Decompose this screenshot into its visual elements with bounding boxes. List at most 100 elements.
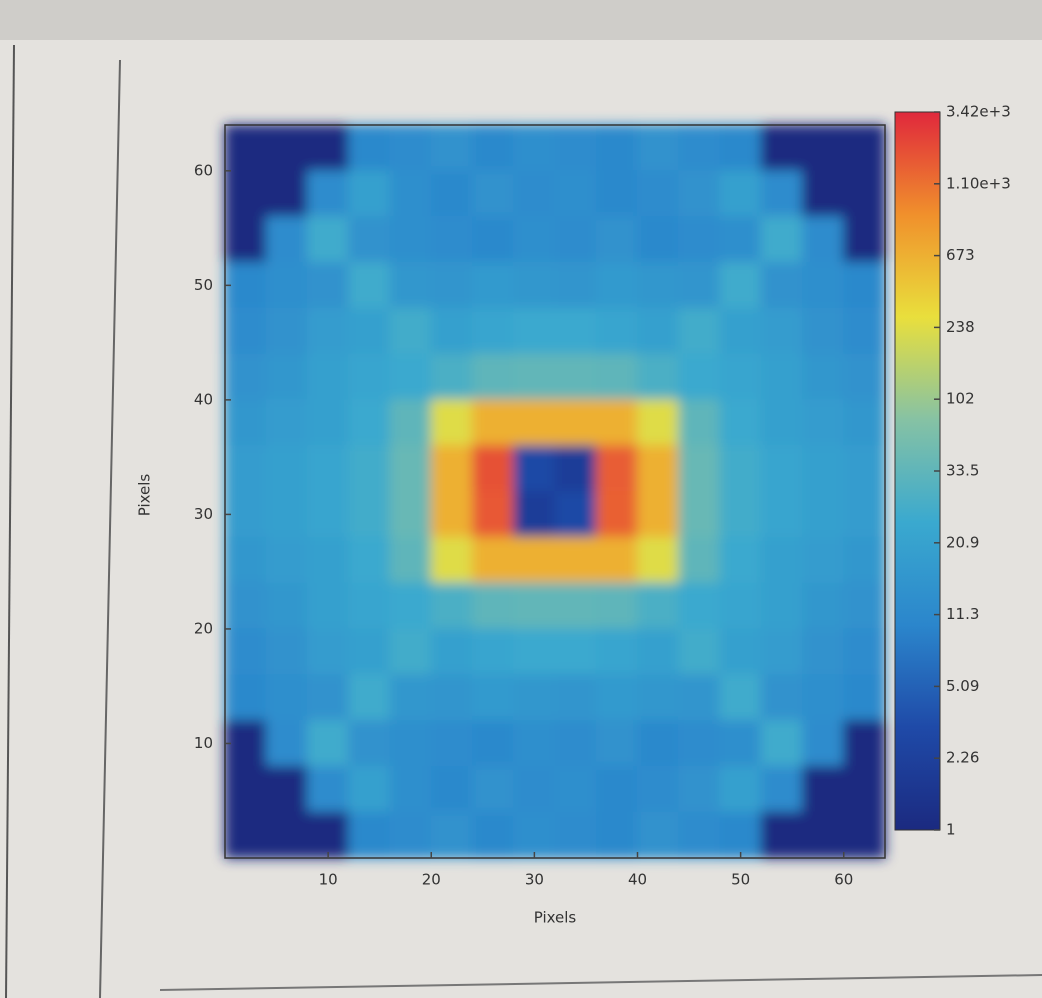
heatmap-cell — [678, 445, 720, 492]
heatmap-cell — [843, 445, 885, 492]
heatmap-cell — [637, 308, 679, 355]
heatmap-cell — [843, 720, 885, 767]
heatmap-cell — [555, 445, 597, 492]
x-tick-label: 50 — [731, 871, 750, 889]
heatmap-cell — [390, 766, 432, 813]
heatmap-cell — [843, 399, 885, 446]
heatmap-cell — [678, 812, 720, 859]
colorbar-tick-label: 102 — [946, 390, 975, 408]
heatmap-cell — [802, 216, 844, 263]
heatmap-cell — [390, 445, 432, 492]
colorbar-tick-label: 20.9 — [946, 533, 979, 551]
heatmap-cell — [307, 720, 349, 767]
heatmap-cell — [390, 125, 432, 172]
heatmap-cell — [678, 308, 720, 355]
heatmap-cell — [843, 491, 885, 538]
heatmap-cell — [225, 354, 267, 401]
heatmap-cell — [513, 674, 555, 721]
heatmap-cell — [513, 491, 555, 538]
heatmap-cell — [348, 720, 390, 767]
heatmap-cell — [720, 262, 762, 309]
heatmap-cell — [596, 262, 638, 309]
heatmap-cell — [637, 354, 679, 401]
heatmap-cell — [431, 537, 473, 584]
heatmap-cell — [225, 628, 267, 675]
heatmap-cell — [720, 445, 762, 492]
heatmap-cell — [472, 170, 514, 217]
heatmap-cell — [802, 628, 844, 675]
heatmap-cell — [348, 308, 390, 355]
heatmap-cell — [761, 262, 803, 309]
heatmap-cell — [472, 216, 514, 263]
heatmap-cell — [802, 812, 844, 859]
heatmap-cell — [843, 125, 885, 172]
heatmap-cell — [637, 491, 679, 538]
heatmap-cell — [348, 445, 390, 492]
colorbar-tick-label: 2.26 — [946, 749, 979, 767]
heatmap-cell — [513, 262, 555, 309]
heatmap-cell — [266, 125, 308, 172]
heatmap-cell — [720, 766, 762, 813]
heatmap-cell — [761, 720, 803, 767]
heatmap-cell — [513, 445, 555, 492]
heatmap-cell — [802, 720, 844, 767]
colorbar-tick-label: 5.09 — [946, 677, 979, 695]
heatmap-cell — [307, 583, 349, 630]
y-tick-label: 50 — [194, 276, 213, 294]
heatmap-cell — [348, 537, 390, 584]
heatmap-cell — [266, 583, 308, 630]
heatmap-cell — [307, 170, 349, 217]
heatmap-cell — [431, 216, 473, 263]
x-tick-label: 40 — [628, 871, 647, 889]
heatmap-cell — [843, 262, 885, 309]
heatmap-cell — [761, 170, 803, 217]
heatmap-cell — [555, 812, 597, 859]
heatmap-cell — [596, 216, 638, 263]
heatmap-cell — [637, 399, 679, 446]
heatmap-cell — [390, 583, 432, 630]
y-tick-label: 60 — [194, 161, 213, 179]
heatmap-cell — [307, 445, 349, 492]
heatmap-cell — [678, 628, 720, 675]
x-tick-label: 20 — [422, 871, 441, 889]
heatmap-cell — [761, 537, 803, 584]
heatmap-cell — [431, 125, 473, 172]
heatmap-cell — [678, 262, 720, 309]
heatmap-cell — [555, 628, 597, 675]
heatmap-cell — [843, 537, 885, 584]
heatmap-cell — [307, 399, 349, 446]
heatmap-cell — [720, 674, 762, 721]
heatmap-cell — [348, 812, 390, 859]
heatmap-cell — [802, 125, 844, 172]
heatmap-cell — [431, 354, 473, 401]
heatmap-cell — [637, 674, 679, 721]
heatmap-cell — [472, 125, 514, 172]
heatmap-cell — [637, 445, 679, 492]
heatmap-cell — [720, 308, 762, 355]
heatmap-cell — [513, 583, 555, 630]
heatmap-cell — [225, 583, 267, 630]
heatmap-cell — [843, 812, 885, 859]
heatmap-cell — [266, 308, 308, 355]
heatmap-cell — [843, 766, 885, 813]
heatmap-cell — [761, 583, 803, 630]
heatmap-cell — [513, 354, 555, 401]
colorbar-tick-label: 238 — [946, 318, 975, 336]
heatmap-cell — [802, 354, 844, 401]
heatmap-cell — [802, 537, 844, 584]
heatmap-cell — [555, 170, 597, 217]
heatmap-cell — [802, 170, 844, 217]
heatmap-cell — [225, 399, 267, 446]
heatmap-cell — [555, 354, 597, 401]
heatmap-cell — [513, 766, 555, 813]
heatmap-cell — [307, 262, 349, 309]
heatmap — [225, 125, 886, 859]
heatmap-cell — [472, 354, 514, 401]
x-axis-label: Pixels — [534, 909, 577, 927]
heatmap-cell — [802, 262, 844, 309]
heatmap-cell — [225, 537, 267, 584]
heatmap-cell — [720, 491, 762, 538]
heatmap-cell — [307, 125, 349, 172]
heatmap-cell — [843, 308, 885, 355]
heatmap-cell — [678, 766, 720, 813]
